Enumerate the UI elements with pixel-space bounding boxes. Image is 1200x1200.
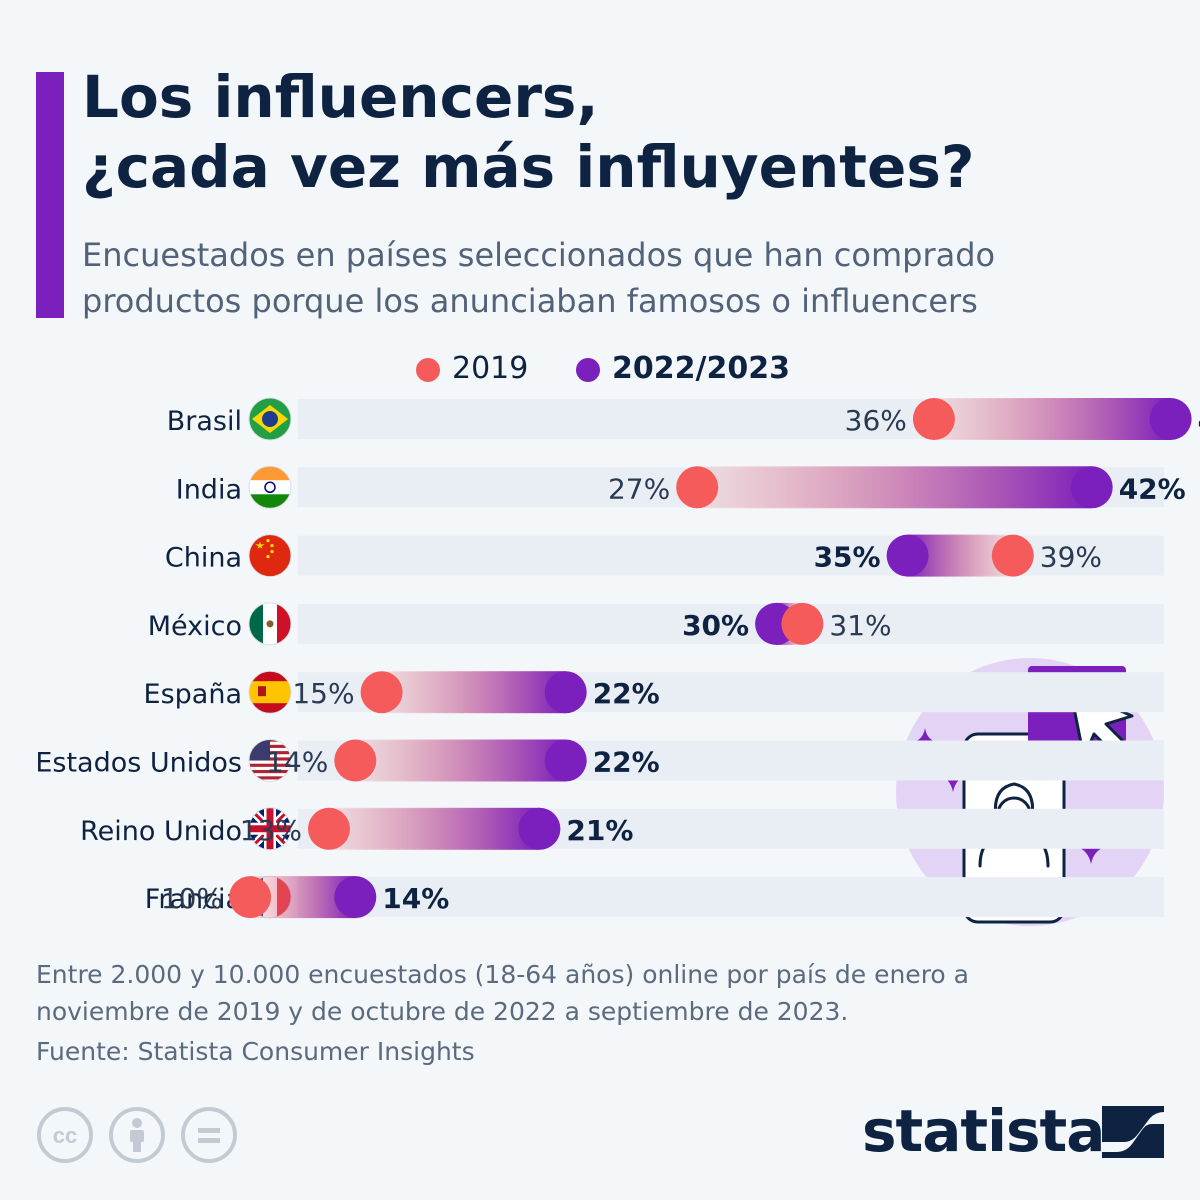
cc-icon[interactable]: cc (36, 1106, 94, 1164)
dot-2022-2023-francia (334, 876, 377, 919)
legend-dot-2022-2023 (576, 358, 600, 382)
footnote-line-2: noviembre de 2019 y de octubre de 2022 a… (36, 997, 849, 1026)
connector-reino-unido (329, 807, 540, 850)
row-track-mexico (298, 603, 1164, 644)
chart-legend: 2019 2022/2023 (0, 348, 1200, 390)
dot-2019-estados-unidos (334, 739, 377, 782)
value-2019-estados-unidos: 14% (266, 746, 328, 779)
brand-name: statista (862, 1097, 1105, 1165)
india-flag-icon (249, 466, 291, 509)
value-2022-2023-reino-unido: 21% (566, 814, 633, 847)
no-derivatives-icon[interactable] (180, 1106, 238, 1164)
value-2019-francia: 10% (161, 882, 223, 915)
value-2022-2023-espana: 22% (593, 677, 660, 710)
dot-2022-2023-india (1070, 466, 1113, 509)
page-subtitle: Encuestados en países seleccionados que … (82, 232, 995, 324)
spain-flag-icon (249, 671, 291, 714)
country-label-mexico: México (148, 611, 242, 642)
value-2022-2023-brasil: 45% (1198, 404, 1200, 437)
page-title: Los influencers, ¿cada vez más influyent… (82, 62, 975, 202)
country-label-china: China (165, 543, 242, 574)
legend-label-2019: 2019 (452, 351, 529, 386)
country-label-francia: Francia (145, 884, 242, 915)
dot-2019-china (991, 534, 1034, 577)
dot-2022-2023-brasil (1149, 398, 1192, 440)
subtitle-line-2: productos porque los anunciaban famosos … (82, 282, 978, 320)
country-label-reino-unido: Reino Unido (80, 816, 242, 847)
country-label-india: India (176, 474, 242, 505)
accent-bar (36, 72, 64, 318)
row-track-china (298, 535, 1164, 576)
dot-2019-mexico (781, 602, 824, 645)
value-2022-2023-francia: 14% (382, 882, 449, 915)
dot-2022-2023-estados-unidos (544, 739, 587, 782)
dot-2019-espana (360, 671, 403, 714)
dot-2022-2023-espana (544, 671, 587, 714)
legend-dot-2019 (416, 358, 440, 382)
connector-brasil (933, 398, 1171, 440)
title-line-1: Los influencers, (82, 63, 599, 131)
dot-2022-2023-china (886, 534, 929, 577)
value-2022-2023-mexico: 30% (682, 609, 749, 642)
connector-estados-unidos (355, 739, 566, 782)
chart-rows: Brasil 36% 45% India 27% 42% China 39% 35% México… (35, 397, 1200, 919)
value-2019-brasil: 36% (845, 404, 907, 437)
value-2022-2023-china: 35% (814, 541, 881, 574)
dot-2019-reino-unido (308, 807, 350, 850)
usa-flag-icon (249, 739, 291, 782)
connector-espana (381, 671, 566, 714)
dot-2019-francia (229, 876, 272, 919)
value-2019-india: 27% (608, 472, 670, 505)
country-label-brasil: Brasil (167, 406, 242, 437)
dumbbell-chart: Brasil 36% 45% India 27% 42% China 39% 35% México… (35, 397, 1200, 926)
connector-india (697, 466, 1092, 509)
value-2019-mexico: 31% (829, 609, 891, 642)
title-line-2: ¿cada vez más influyentes? (82, 133, 975, 201)
value-2022-2023-india: 42% (1119, 472, 1186, 505)
dot-2019-brasil (912, 398, 955, 440)
attribution-icon[interactable] (108, 1106, 166, 1164)
country-label-espana: España (144, 679, 242, 710)
value-2019-espana: 15% (292, 677, 354, 710)
statista-logo[interactable]: statista (862, 1092, 1172, 1172)
source-text: Fuente: Statista Consumer Insights (36, 1037, 475, 1066)
value-2019-china: 39% (1040, 541, 1102, 574)
dot-2019-india (676, 466, 719, 509)
country-label-estados-unidos: Estados Unidos (35, 748, 242, 779)
value-2019-reino-unido: 13% (240, 814, 302, 847)
subtitle-line-1: Encuestados en países seleccionados que … (82, 236, 996, 274)
value-2022-2023-estados-unidos: 22% (593, 746, 660, 779)
legend-label-2022-2023: 2022/2023 (612, 351, 790, 386)
footnote-line-1: Entre 2.000 y 10.000 encuestados (18-64 … (36, 960, 969, 989)
mexico-flag-icon (249, 602, 291, 645)
svg-text:cc: cc (53, 1123, 77, 1148)
statista-mark-icon (1102, 1106, 1164, 1158)
dot-2022-2023-reino-unido (518, 807, 561, 850)
footnote: Entre 2.000 y 10.000 encuestados (18-64 … (36, 956, 969, 1030)
brazil-flag-icon (249, 398, 291, 440)
row-track-francia (298, 877, 1164, 918)
china-flag-icon (249, 534, 291, 577)
